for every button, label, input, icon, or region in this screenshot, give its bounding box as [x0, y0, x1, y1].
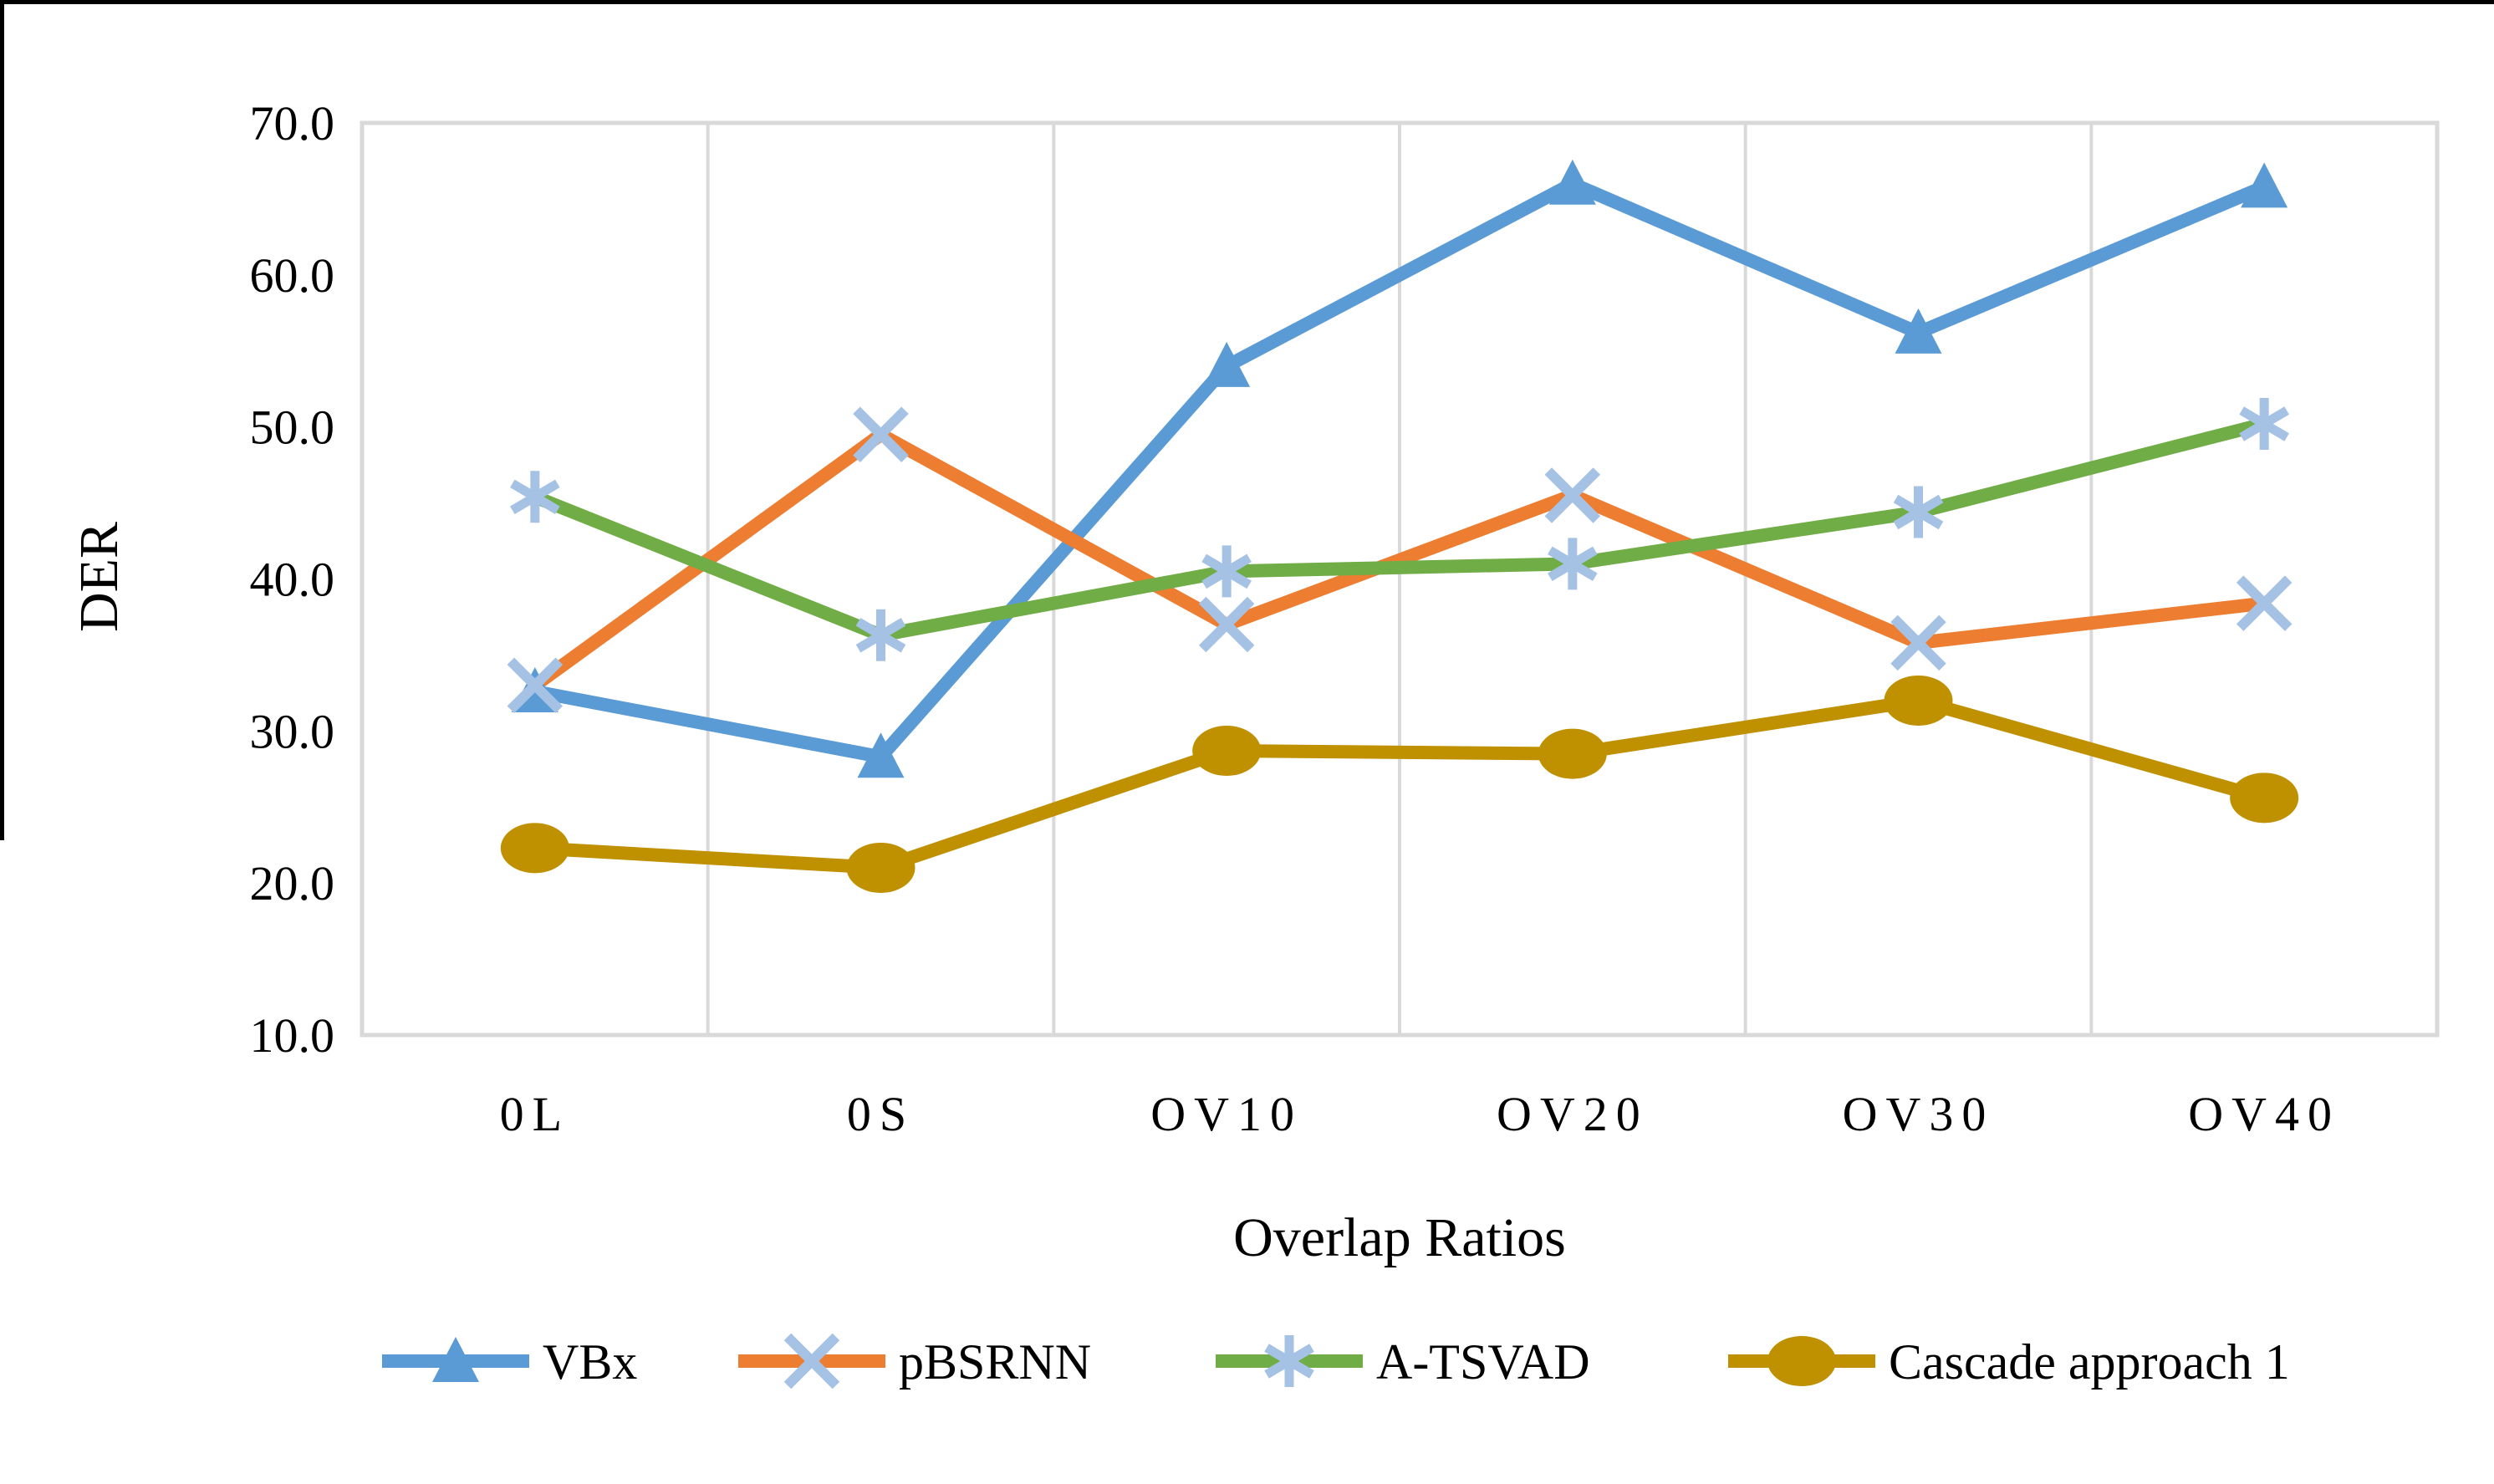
x-axis-title: Overlap Ratios — [1233, 1207, 1566, 1268]
legend-label-vbx: VBx — [543, 1334, 637, 1390]
y-tick-label-50.0: 50.0 — [250, 400, 335, 455]
y-tick-label-70.0: 70.0 — [250, 96, 335, 150]
x-tick-label-OV30: OV30 — [1843, 1087, 1995, 1141]
legend-label-a-tsvad: A-TSVAD — [1376, 1334, 1590, 1390]
x-tick-label-0L: 0L — [500, 1087, 570, 1141]
marker-triangle-vbx-ov10 — [1203, 341, 1251, 387]
series-line-vbx — [533, 176, 2267, 764]
marker-asterisk-a-tsvad-ov30 — [1893, 486, 1944, 538]
legend-label-pbsrnn: pBSRNN — [899, 1334, 1091, 1390]
marker-x-pbsrnn-ov30 — [1890, 615, 1946, 671]
marker-asterisk-a-tsvad-ov40 — [2239, 398, 2289, 451]
series-line-pbsrnn — [531, 427, 2266, 691]
marker-asterisk-a-tsvad-ov20 — [1548, 538, 1598, 590]
marker-circle-cascade-approach-1-ov40 — [2230, 773, 2299, 824]
marker-triangle-vbx-0s — [857, 732, 905, 778]
legend-label-cascade-approach-1: Cascade approach 1 — [1889, 1334, 2290, 1390]
y-tick-label-60.0: 60.0 — [250, 248, 335, 303]
marker-triangle-vbx-ov40 — [2241, 162, 2288, 208]
marker-circle-cascade-approach-1-0s — [846, 842, 915, 893]
y-tick-label-10.0: 10.0 — [250, 1008, 335, 1063]
marker-x-pbsrnn-ov20 — [1544, 467, 1601, 523]
marker-circle-cascade-approach-1-0l — [500, 823, 569, 874]
x-tick-label-OV10: OV10 — [1150, 1087, 1303, 1141]
y-tick-label-30.0: 30.0 — [250, 704, 335, 758]
marker-circle-cascade-approach-1-ov10 — [1192, 725, 1262, 776]
marker-x-pbsrnn-0s — [853, 406, 909, 463]
y-axis-title: DER — [69, 522, 130, 632]
series-line-cascade-approach-1 — [534, 693, 2267, 875]
x-tick-label-OV20: OV20 — [1497, 1087, 1649, 1141]
legend-marker-asterisk-a-tsvad — [1264, 1335, 1314, 1387]
marker-triangle-vbx-ov30 — [1895, 308, 1942, 354]
y-tick-label-20.0: 20.0 — [250, 856, 335, 910]
y-tick-label-40.0: 40.0 — [250, 553, 335, 607]
legend-marker-circle-cascade-approach-1 — [1767, 1336, 1836, 1386]
marker-x-pbsrnn-ov10 — [1198, 596, 1255, 653]
legend-marker-x-pbsrnn — [783, 1333, 840, 1390]
marker-asterisk-a-tsvad-ov10 — [1201, 545, 1252, 598]
marker-asterisk-a-tsvad-0l — [510, 471, 560, 523]
marker-x-pbsrnn-ov40 — [2236, 575, 2293, 631]
x-tick-label-OV40: OV40 — [2188, 1087, 2340, 1141]
x-tick-label-0S: 0S — [847, 1087, 915, 1141]
marker-triangle-vbx-ov20 — [1548, 159, 1596, 205]
marker-circle-cascade-approach-1-ov30 — [1884, 675, 1953, 726]
marker-asterisk-a-tsvad-0s — [855, 609, 906, 661]
marker-circle-cascade-approach-1-ov20 — [1538, 728, 1607, 779]
series-line-a-tsvad — [532, 417, 2267, 642]
marker-x-pbsrnn-0l — [507, 657, 564, 714]
legend-marker-triangle-vbx — [432, 1337, 479, 1382]
